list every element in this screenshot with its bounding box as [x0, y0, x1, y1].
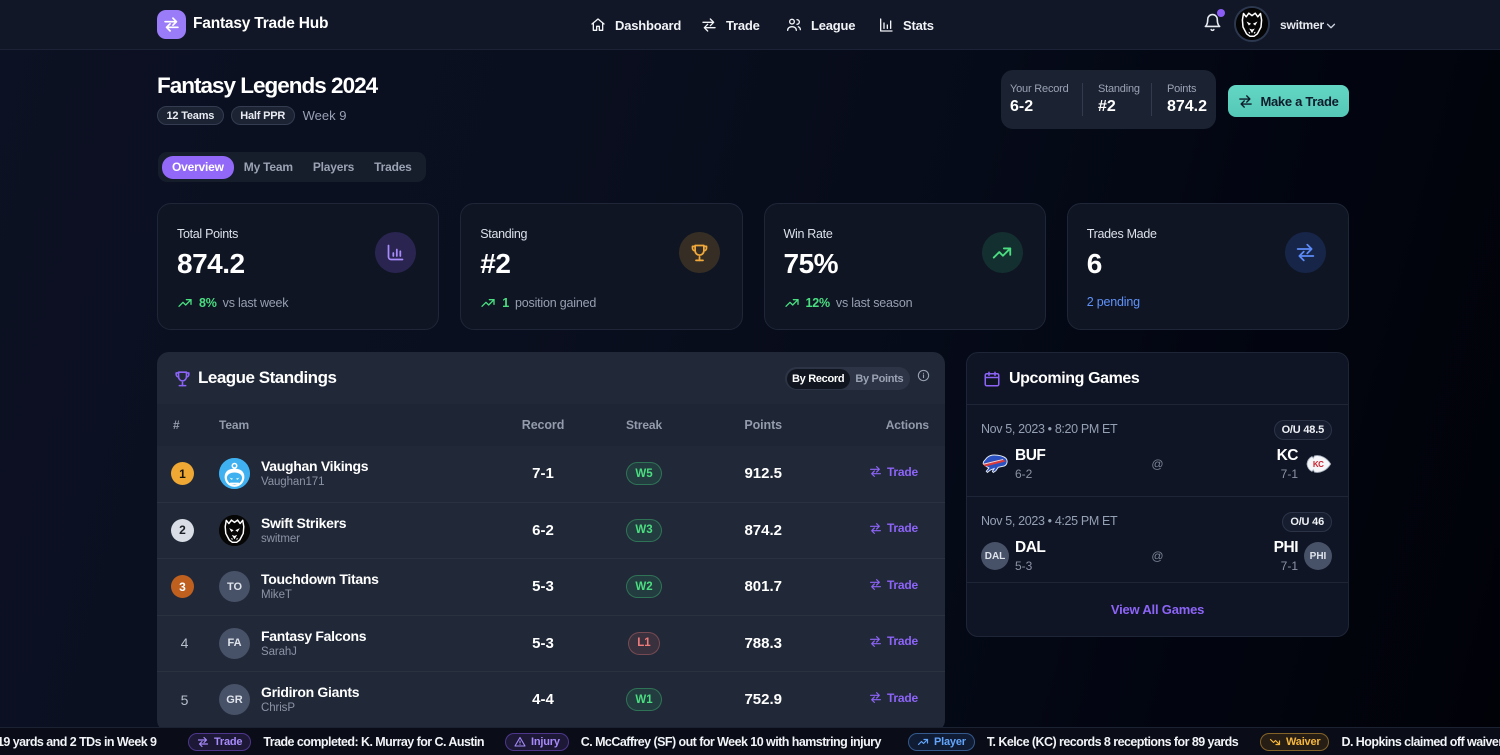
svg-text:KC: KC: [1313, 460, 1324, 469]
